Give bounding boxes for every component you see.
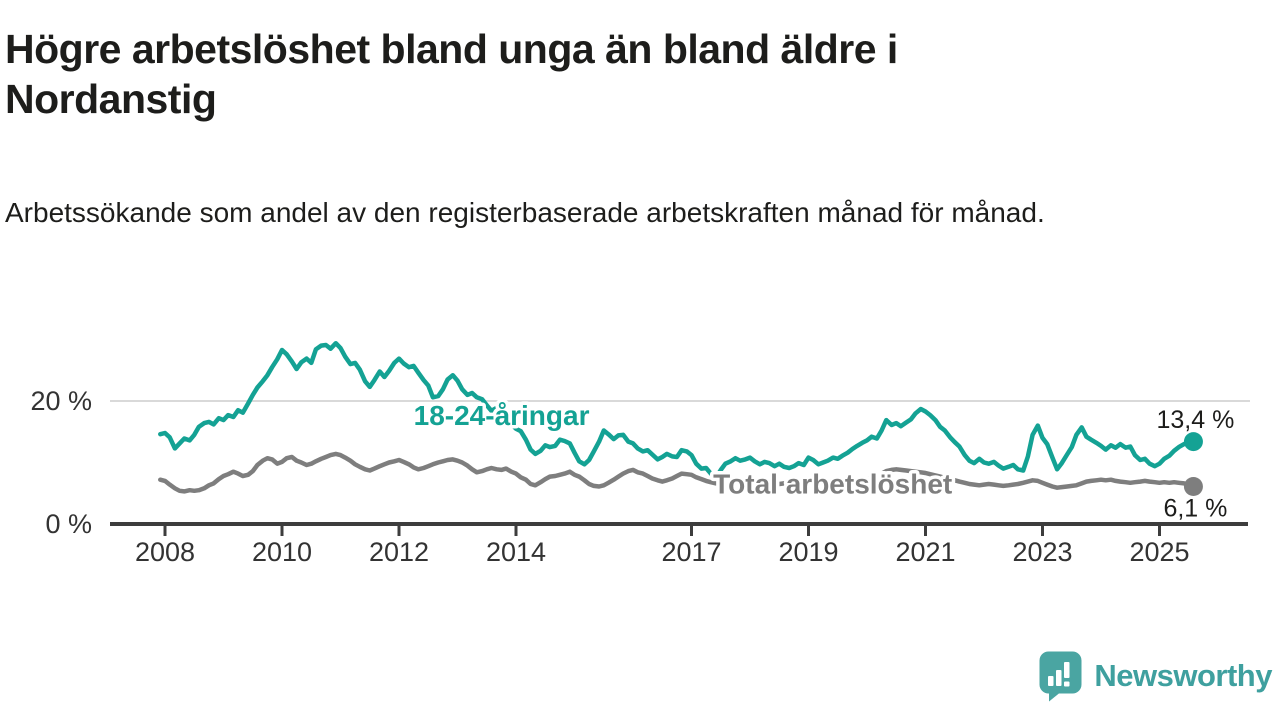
page-title: Högre arbetslöshet bland unga än bland ä… bbox=[5, 26, 898, 123]
series-line-1 bbox=[158, 451, 1196, 494]
x-axis-tick-label-2023: 2023 bbox=[1012, 537, 1072, 567]
y-axis-tick-label-20: 20 % bbox=[30, 386, 92, 416]
brand-name: Newsworthy bbox=[1094, 658, 1272, 693]
x-axis-tick-label-2010: 2010 bbox=[252, 537, 312, 567]
y-axis-tick-label-0: 0 % bbox=[45, 509, 92, 539]
series-line-0 bbox=[158, 340, 1196, 480]
brand-footer: Newsworthy bbox=[1038, 650, 1272, 702]
series-end-dot-1 bbox=[1183, 476, 1203, 496]
x-axis-tick-label-2008: 2008 bbox=[135, 537, 195, 567]
series-end-value-label-0: 13,4 % bbox=[1157, 406, 1235, 434]
newsworthy-logo-icon bbox=[1039, 651, 1082, 702]
x-axis-tick-label-2019: 2019 bbox=[778, 537, 838, 567]
page-subtitle: Arbetssökande som andel av den registerb… bbox=[5, 197, 1045, 228]
x-axis-tick-label-2012: 2012 bbox=[369, 537, 429, 567]
x-axis-tick-label-2021: 2021 bbox=[895, 537, 955, 567]
series-name-label-0: 18-24-åringar bbox=[414, 400, 590, 431]
series-end-dot-0 bbox=[1183, 432, 1203, 452]
x-axis-tick-label-2017: 2017 bbox=[661, 537, 721, 567]
x-axis-tick-label-2014: 2014 bbox=[486, 537, 546, 567]
series-name-label-1: Total arbetslöshet bbox=[713, 468, 952, 499]
series-end-value-label-1: 6,1 % bbox=[1163, 494, 1227, 522]
x-axis-tick-label-2025: 2025 bbox=[1129, 537, 1189, 567]
